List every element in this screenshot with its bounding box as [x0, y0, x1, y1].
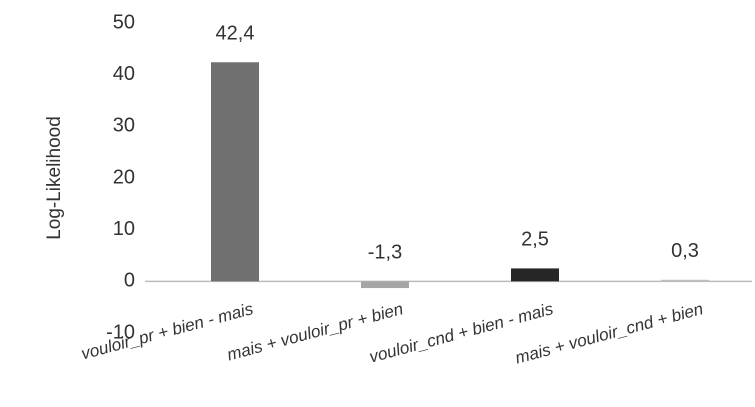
y-axis-title: Log-Likelihood	[44, 116, 65, 240]
y-tick-label: 10	[113, 218, 135, 240]
y-tick-label: 0	[124, 270, 135, 292]
y-tick-label: -10	[106, 321, 135, 343]
value-label: -1,3	[368, 242, 402, 264]
value-label: 0,3	[671, 240, 699, 262]
value-label: 2,5	[521, 229, 549, 251]
y-tick-label: 40	[113, 63, 135, 85]
bar	[211, 62, 259, 282]
value-label: 42,4	[216, 23, 255, 45]
bar	[511, 268, 559, 282]
bar	[361, 281, 409, 289]
y-tick-label: 30	[113, 115, 135, 137]
bar	[661, 279, 709, 282]
y-tick-label: 20	[113, 166, 135, 188]
y-tick-label: 50	[113, 11, 135, 33]
